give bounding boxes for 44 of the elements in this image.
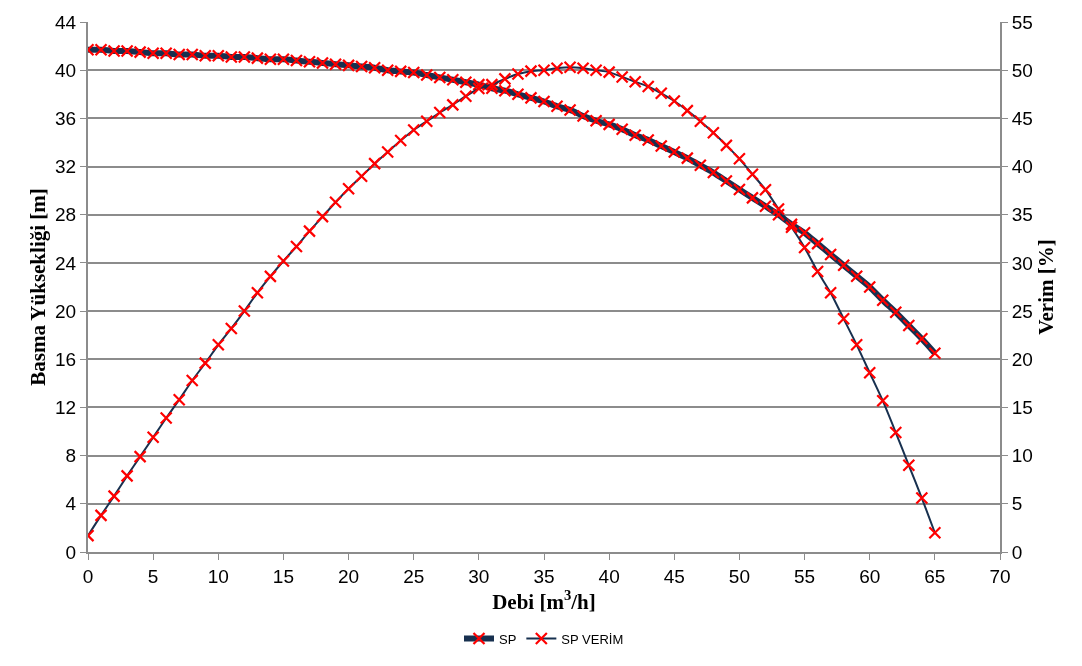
y-tick-label: 28 xyxy=(55,204,77,226)
y2-tick-label: 25 xyxy=(1011,300,1033,322)
y2-tick-label: 0 xyxy=(1011,541,1023,563)
x-tick-label: 20 xyxy=(338,565,360,587)
y-axis-title: Basma Yüksekliği [m] xyxy=(25,188,50,386)
y2-tick-label: 20 xyxy=(1011,348,1033,370)
x-tick-label: 70 xyxy=(989,565,1011,587)
y2-tick-label: 40 xyxy=(1011,156,1033,178)
y2-tick-label: 5 xyxy=(1011,493,1023,515)
x-tick-label: 50 xyxy=(728,565,750,587)
y-tick-label: 12 xyxy=(55,397,77,419)
x-tick-label: 5 xyxy=(147,565,159,587)
x-tick-label: 0 xyxy=(82,565,94,587)
y-tick-label: 40 xyxy=(55,59,77,81)
y2-tick-label: 50 xyxy=(1011,59,1033,81)
x-tick-label: 30 xyxy=(468,565,490,587)
y-tick-label: 0 xyxy=(65,541,77,563)
y-tick-label: 32 xyxy=(55,156,77,178)
y2-tick-label: 10 xyxy=(1011,445,1033,467)
y2-tick-label: 15 xyxy=(1011,397,1033,419)
y-tick-label: 16 xyxy=(55,348,77,370)
x-tick-label: 15 xyxy=(272,565,294,587)
x-tick-label: 65 xyxy=(924,565,946,587)
y2-tick-label: 35 xyxy=(1011,204,1033,226)
x-tick-label: 25 xyxy=(403,565,425,587)
x-tick-label: 35 xyxy=(533,565,555,587)
legend-label: SP xyxy=(499,631,517,647)
x-axis-title: Debi [m$^{3}$/h] xyxy=(492,586,596,614)
y2-tick-label: 45 xyxy=(1011,108,1033,130)
y2-tick-label: 55 xyxy=(1011,11,1033,33)
y-tick-label: 4 xyxy=(65,493,77,515)
y-tick-label: 44 xyxy=(55,11,77,33)
y2-axis-title: Verim [%] xyxy=(1033,239,1058,335)
x-tick-label: 60 xyxy=(859,565,881,587)
y-tick-label: 24 xyxy=(55,252,77,274)
x-tick-label: 10 xyxy=(207,565,229,587)
x-tick-label: 55 xyxy=(794,565,816,587)
x-tick-label: 40 xyxy=(598,565,620,587)
y-tick-label: 20 xyxy=(55,300,77,322)
y2-tick-label: 30 xyxy=(1011,252,1033,274)
x-tick-label: 45 xyxy=(663,565,685,587)
legend-label: SP VERİM xyxy=(561,631,624,647)
y-tick-label: 36 xyxy=(55,108,77,130)
y-tick-label: 8 xyxy=(65,445,77,467)
